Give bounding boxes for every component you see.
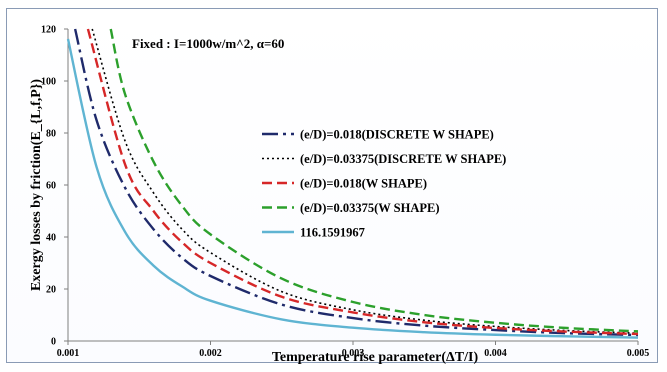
y-tick-label: 40 bbox=[46, 233, 56, 244]
y-tick-label: 80 bbox=[46, 129, 56, 140]
legend-label-2: (e/D)=0.03375(DISCRETE W SHAPE) bbox=[300, 152, 506, 166]
series-line-3 bbox=[86, 28, 639, 336]
chart-frame bbox=[6, 8, 658, 363]
series-line-1 bbox=[73, 28, 639, 337]
series-line-4 bbox=[109, 28, 639, 333]
x-tick-label: 0.004 bbox=[484, 348, 507, 359]
y-tick-label: 100 bbox=[41, 77, 56, 88]
x-tick-label: 0.003 bbox=[342, 348, 365, 359]
x-tick-label: 0.005 bbox=[627, 348, 650, 359]
legend-label-4: (e/D)=0.03375(W SHAPE) bbox=[300, 201, 440, 215]
legend-label-1: (e/D)=0.018(DISCRETE W SHAPE) bbox=[300, 128, 494, 142]
legend: (e/D)=0.018(DISCRETE W SHAPE) (e/D)=0.033… bbox=[262, 128, 506, 240]
y-tick-label: 60 bbox=[46, 181, 56, 192]
legend-label-5: 116.1591967 bbox=[300, 226, 365, 240]
x-axis-label: Temperature rise parameter(ΔT/I) bbox=[272, 350, 479, 365]
chart-annotation: Fixed : I=1000w/m^2, α=60 bbox=[132, 36, 284, 51]
y-tick-label: 0 bbox=[51, 337, 56, 348]
series-line-2 bbox=[91, 28, 639, 334]
y-axis-label: Exergy losses by friction(E_{L,f,P}) bbox=[29, 79, 44, 291]
x-tick-label: 0.001 bbox=[57, 348, 80, 359]
x-tick-label: 0.002 bbox=[199, 348, 222, 359]
series-line-5 bbox=[66, 38, 639, 339]
y-tick-label: 120 bbox=[41, 25, 56, 36]
y-tick-label: 20 bbox=[46, 285, 56, 296]
legend-label-3: (e/D)=0.018(W SHAPE) bbox=[300, 177, 427, 191]
